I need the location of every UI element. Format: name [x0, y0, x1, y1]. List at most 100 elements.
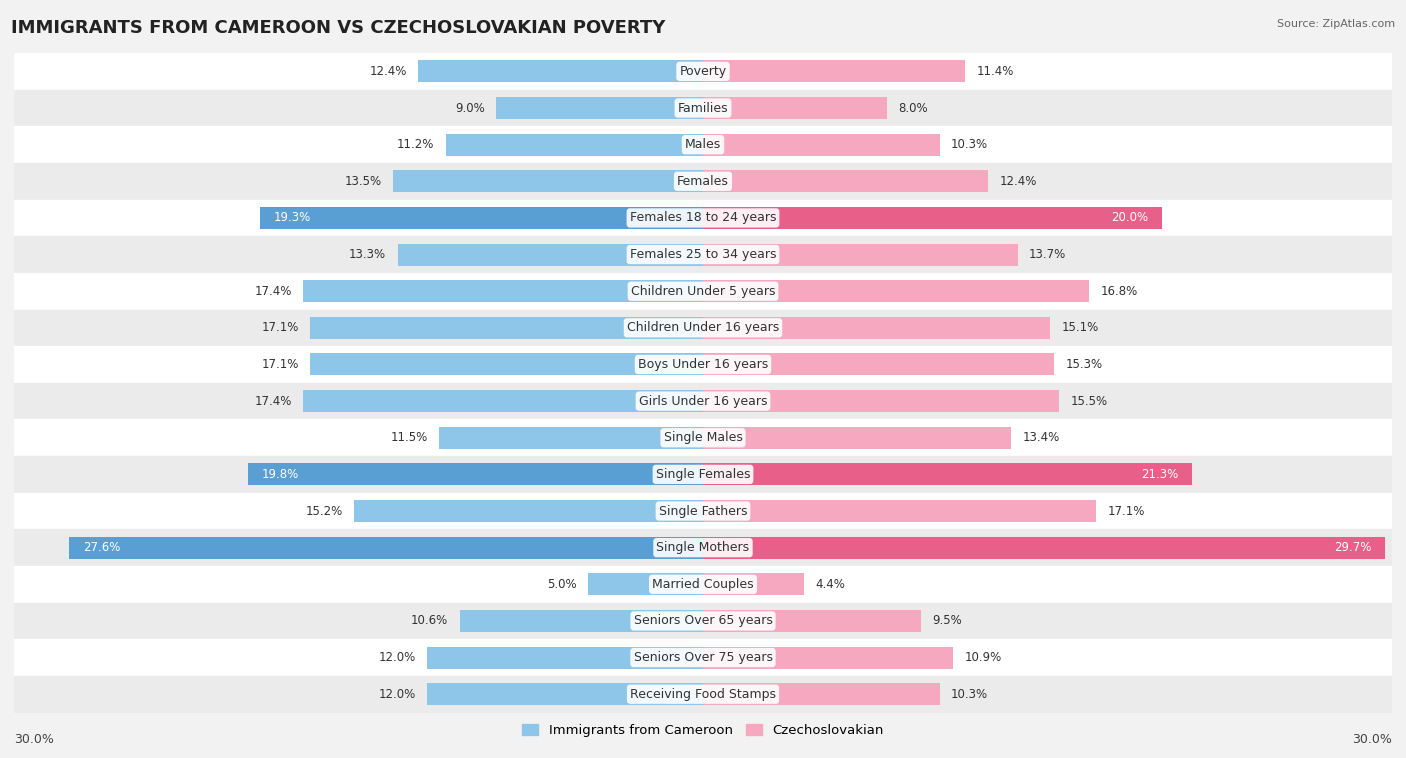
Bar: [14, 89, 1392, 127]
Bar: [703, 463, 1192, 485]
Bar: [14, 53, 1392, 89]
Bar: [703, 390, 1059, 412]
Text: 10.3%: 10.3%: [950, 138, 988, 151]
Bar: [703, 171, 988, 193]
Text: 10.6%: 10.6%: [411, 615, 449, 628]
Text: Boys Under 16 years: Boys Under 16 years: [638, 358, 768, 371]
Text: Children Under 16 years: Children Under 16 years: [627, 321, 779, 334]
Bar: [703, 243, 1018, 265]
Text: 12.0%: 12.0%: [378, 688, 416, 700]
Text: 27.6%: 27.6%: [83, 541, 121, 554]
Bar: [14, 566, 1392, 603]
Text: 17.1%: 17.1%: [262, 321, 299, 334]
Text: Girls Under 16 years: Girls Under 16 years: [638, 395, 768, 408]
Bar: [260, 207, 703, 229]
Bar: [14, 383, 1392, 419]
Bar: [446, 133, 703, 155]
Bar: [14, 639, 1392, 676]
Bar: [14, 456, 1392, 493]
Text: Children Under 5 years: Children Under 5 years: [631, 285, 775, 298]
Bar: [427, 683, 703, 705]
Bar: [304, 390, 703, 412]
Text: IMMIGRANTS FROM CAMEROON VS CZECHOSLOVAKIAN POVERTY: IMMIGRANTS FROM CAMEROON VS CZECHOSLOVAK…: [11, 19, 665, 37]
Text: Single Fathers: Single Fathers: [659, 505, 747, 518]
Bar: [14, 163, 1392, 199]
Bar: [14, 529, 1392, 566]
Text: 19.3%: 19.3%: [274, 211, 311, 224]
Bar: [14, 273, 1392, 309]
Text: 4.4%: 4.4%: [815, 578, 845, 590]
Bar: [703, 537, 1385, 559]
Text: 11.2%: 11.2%: [396, 138, 434, 151]
Bar: [588, 573, 703, 595]
Text: 29.7%: 29.7%: [1334, 541, 1371, 554]
Text: 17.1%: 17.1%: [262, 358, 299, 371]
Text: 5.0%: 5.0%: [547, 578, 576, 590]
Text: Males: Males: [685, 138, 721, 151]
Bar: [703, 683, 939, 705]
Bar: [14, 493, 1392, 529]
Text: 12.0%: 12.0%: [378, 651, 416, 664]
Text: 13.7%: 13.7%: [1029, 248, 1066, 261]
Text: Poverty: Poverty: [679, 65, 727, 78]
Bar: [14, 309, 1392, 346]
Bar: [703, 353, 1054, 375]
Bar: [703, 207, 1163, 229]
Text: 13.5%: 13.5%: [344, 175, 381, 188]
Bar: [418, 61, 703, 83]
Bar: [703, 280, 1088, 302]
Bar: [14, 127, 1392, 163]
Text: 19.8%: 19.8%: [262, 468, 299, 481]
Bar: [703, 500, 1095, 522]
Text: Source: ZipAtlas.com: Source: ZipAtlas.com: [1277, 19, 1395, 29]
Text: Single Females: Single Females: [655, 468, 751, 481]
Bar: [304, 280, 703, 302]
Bar: [703, 427, 1011, 449]
Bar: [311, 317, 703, 339]
Text: 13.4%: 13.4%: [1022, 431, 1060, 444]
Text: 12.4%: 12.4%: [370, 65, 406, 78]
Text: Receiving Food Stamps: Receiving Food Stamps: [630, 688, 776, 700]
Text: 15.2%: 15.2%: [305, 505, 343, 518]
Bar: [496, 97, 703, 119]
Text: 17.1%: 17.1%: [1107, 505, 1144, 518]
Text: 15.1%: 15.1%: [1062, 321, 1098, 334]
Text: Seniors Over 65 years: Seniors Over 65 years: [634, 615, 772, 628]
Text: 16.8%: 16.8%: [1101, 285, 1137, 298]
Bar: [439, 427, 703, 449]
Text: 21.3%: 21.3%: [1142, 468, 1178, 481]
Text: 9.0%: 9.0%: [456, 102, 485, 114]
Text: 10.9%: 10.9%: [965, 651, 1002, 664]
Bar: [427, 647, 703, 669]
Text: Single Males: Single Males: [664, 431, 742, 444]
Bar: [703, 61, 965, 83]
Text: Single Mothers: Single Mothers: [657, 541, 749, 554]
Bar: [354, 500, 703, 522]
Text: Females 25 to 34 years: Females 25 to 34 years: [630, 248, 776, 261]
Text: Females 18 to 24 years: Females 18 to 24 years: [630, 211, 776, 224]
Text: Seniors Over 75 years: Seniors Over 75 years: [634, 651, 772, 664]
Bar: [14, 419, 1392, 456]
Bar: [14, 676, 1392, 713]
Text: 8.0%: 8.0%: [898, 102, 928, 114]
Bar: [14, 236, 1392, 273]
Text: 11.5%: 11.5%: [391, 431, 427, 444]
Bar: [311, 353, 703, 375]
Bar: [69, 537, 703, 559]
Bar: [14, 603, 1392, 639]
Text: 9.5%: 9.5%: [932, 615, 962, 628]
Bar: [14, 199, 1392, 236]
Text: 15.5%: 15.5%: [1070, 395, 1108, 408]
Bar: [14, 346, 1392, 383]
Bar: [703, 133, 939, 155]
Text: Married Couples: Married Couples: [652, 578, 754, 590]
Bar: [249, 463, 703, 485]
Bar: [703, 610, 921, 632]
Text: 30.0%: 30.0%: [1353, 733, 1392, 746]
Text: Females: Females: [678, 175, 728, 188]
Text: 17.4%: 17.4%: [254, 285, 292, 298]
Bar: [392, 171, 703, 193]
Text: 11.4%: 11.4%: [976, 65, 1014, 78]
Bar: [398, 243, 703, 265]
Bar: [703, 97, 887, 119]
